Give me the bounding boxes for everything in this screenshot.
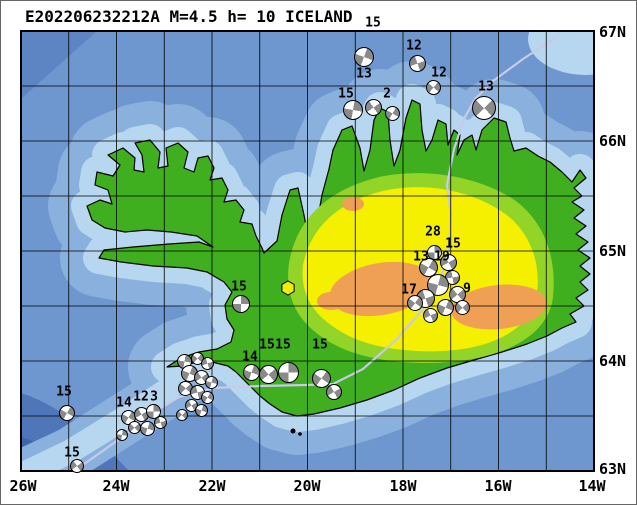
figure-title: E202206232212A M=4.5 h= 10 ICELAND bbox=[25, 7, 353, 26]
highest-elevation-north bbox=[342, 197, 364, 211]
ocean-patch-nw bbox=[21, 31, 97, 99]
offshore-islands bbox=[290, 428, 302, 436]
map-frame bbox=[20, 30, 595, 472]
island-dot bbox=[298, 432, 302, 436]
station-hexagon bbox=[281, 280, 295, 296]
highest-elevation-small bbox=[317, 292, 345, 310]
ocean-light-patch-ne bbox=[528, 31, 594, 75]
island-dot bbox=[290, 428, 296, 434]
highest-elevation-east bbox=[451, 284, 547, 330]
